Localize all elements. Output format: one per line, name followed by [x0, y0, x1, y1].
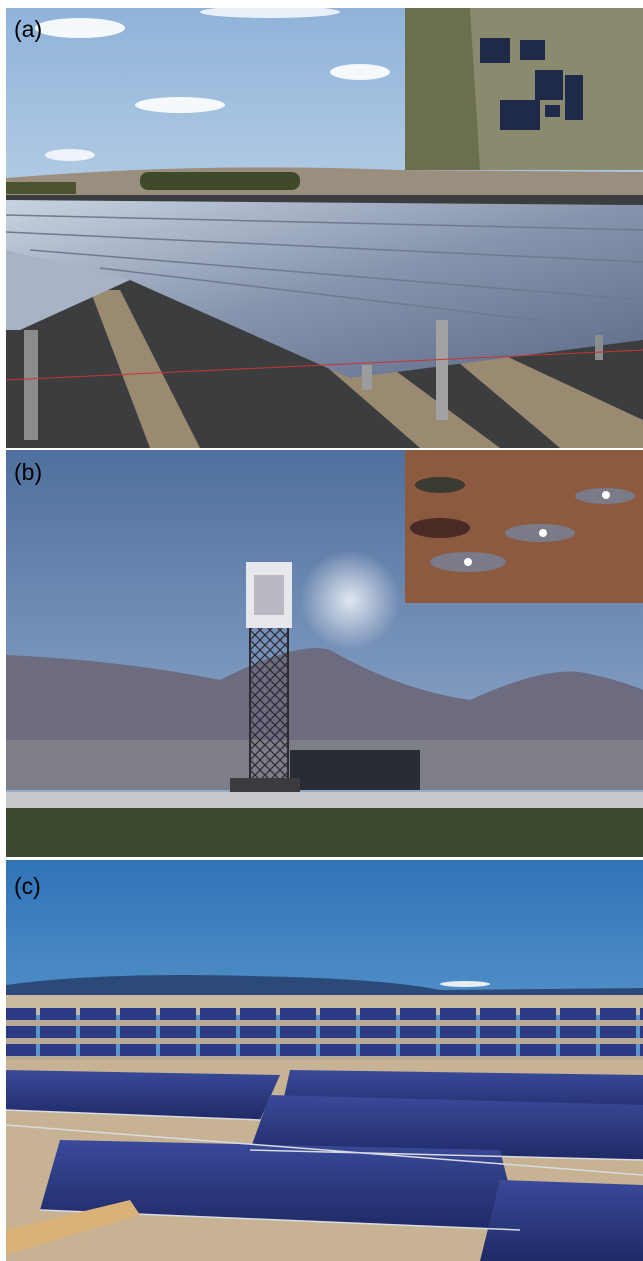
panel-label: (a) — [14, 16, 42, 42]
photo-b — [6, 450, 643, 857]
panel-label: (b) — [14, 459, 42, 485]
panel-label: (c) — [14, 873, 41, 899]
inset-b — [405, 450, 643, 603]
photo-c — [5, 860, 643, 1261]
inset-a — [405, 8, 643, 170]
